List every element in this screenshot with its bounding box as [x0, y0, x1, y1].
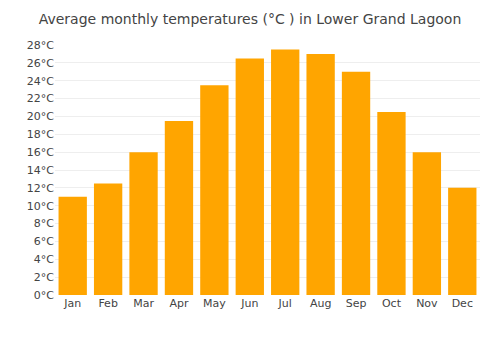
svg-text:10°C: 10°C: [27, 200, 54, 213]
svg-text:2°C: 2°C: [34, 271, 54, 284]
svg-text:12°C: 12°C: [27, 182, 54, 195]
svg-text:24°C: 24°C: [27, 75, 54, 88]
svg-text:26°C: 26°C: [27, 57, 54, 70]
svg-text:Jan: Jan: [63, 297, 81, 310]
svg-text:4°C: 4°C: [34, 253, 54, 266]
svg-text:28°C: 28°C: [27, 39, 54, 52]
svg-text:Sep: Sep: [346, 297, 367, 310]
svg-text:Jul: Jul: [278, 297, 292, 310]
svg-text:Oct: Oct: [382, 297, 402, 310]
svg-text:22°C: 22°C: [27, 92, 54, 105]
svg-text:Average monthly temperatures (: Average monthly temperatures (°C ) in Lo…: [39, 11, 462, 27]
svg-text:Dec: Dec: [452, 297, 473, 310]
svg-text:Jun: Jun: [240, 297, 258, 310]
svg-text:20°C: 20°C: [27, 110, 54, 123]
svg-text:18°C: 18°C: [27, 128, 54, 141]
svg-text:Nov: Nov: [416, 297, 438, 310]
svg-text:0°C: 0°C: [34, 289, 54, 302]
svg-text:Feb: Feb: [98, 297, 117, 310]
svg-text:May: May: [203, 297, 226, 310]
svg-text:16°C: 16°C: [27, 146, 54, 159]
svg-text:14°C: 14°C: [27, 164, 54, 177]
svg-text:Apr: Apr: [169, 297, 189, 310]
svg-text:Aug: Aug: [310, 297, 331, 310]
svg-text:8°C: 8°C: [34, 217, 54, 230]
svg-text:6°C: 6°C: [34, 235, 54, 248]
svg-text:Mar: Mar: [133, 297, 154, 310]
